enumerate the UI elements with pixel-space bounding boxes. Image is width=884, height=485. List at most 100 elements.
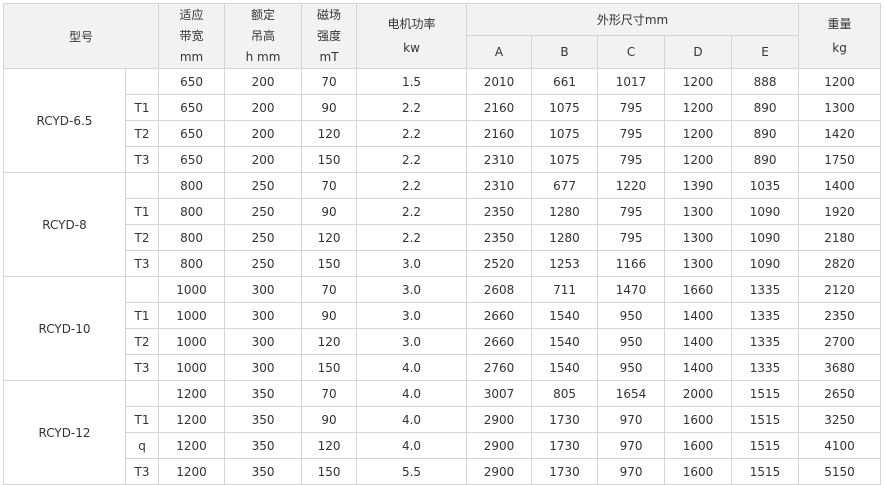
table-row: RCYD-12 1200 350 70 4.0 3007 805 1654 2000 1515 26… xyxy=(3,380,882,485)
header-line: 吊高 xyxy=(251,28,276,43)
header-line: 额定 xyxy=(251,7,276,22)
value-cell: 1540 xyxy=(531,354,599,381)
variant-cell: T2 xyxy=(124,120,160,147)
value-cell: 1400 xyxy=(664,328,733,355)
value-cell: 970 xyxy=(597,458,666,485)
header-dimensions: 外形尺寸mm xyxy=(466,3,800,36)
value-cell: 4.0 xyxy=(356,406,468,433)
value-cell: 250 xyxy=(224,224,303,251)
header-lift-height: 额定 吊高 h mm xyxy=(224,3,303,69)
value-cell: 250 xyxy=(224,198,303,225)
variant-cell: T2 xyxy=(124,328,160,355)
value-cell: 2660 xyxy=(466,328,533,355)
value-cell: 3.0 xyxy=(356,250,468,277)
value-cell: 2180 xyxy=(798,224,882,251)
table-body: RCYD-6.5 650 200 70 1.5 2010 661 1017 1200 888 120… xyxy=(3,68,882,485)
value-cell: 2.2 xyxy=(356,94,468,121)
value-cell: 1035 xyxy=(731,172,800,199)
value-cell: 150 xyxy=(301,354,358,381)
value-cell: 950 xyxy=(597,354,666,381)
value-cell: 1000 xyxy=(158,328,226,355)
value-cell: 3.0 xyxy=(356,276,468,303)
value-cell: 1515 xyxy=(731,432,800,459)
table-row: T1 1200 350 90 4.0 2900 1730 970 1600 1515 3250 xyxy=(4,406,882,433)
value-cell: 250 xyxy=(224,172,303,199)
variant-cell: T3 xyxy=(124,146,160,173)
table-row: T2 800 250 120 2.2 2350 1280 795 1300 1090 2180 xyxy=(4,224,882,251)
value-cell: 2760 xyxy=(466,354,533,381)
value-cell: 1654 xyxy=(597,380,666,407)
value-cell: 4100 xyxy=(798,432,882,459)
value-cell: 250 xyxy=(224,250,303,277)
value-cell: 1200 xyxy=(664,68,733,95)
header-dim-b: B xyxy=(531,35,599,69)
value-cell: 2310 xyxy=(466,146,533,173)
value-cell: 300 xyxy=(224,302,303,329)
value-cell: 3250 xyxy=(798,406,882,433)
table-row: q 1200 350 120 4.0 2900 1730 970 1600 1515 4100 xyxy=(4,432,882,459)
value-cell: 1540 xyxy=(531,302,599,329)
value-cell: 2160 xyxy=(466,120,533,147)
value-cell: 2900 xyxy=(466,432,533,459)
value-cell: 90 xyxy=(301,406,358,433)
table-row: T3 1000 300 150 4.0 2760 1540 950 1400 1335 3680 xyxy=(4,354,882,381)
table-row: T1 800 250 90 2.2 2350 1280 795 1300 1090 1920 xyxy=(4,198,882,225)
variant-cell: T1 xyxy=(124,94,160,121)
table-row: T2 650 200 120 2.2 2160 1075 795 1200 890 1420 xyxy=(4,120,882,147)
value-cell: 711 xyxy=(531,276,599,303)
value-cell: 2.2 xyxy=(356,120,468,147)
value-cell: 800 xyxy=(158,198,226,225)
value-cell: 1220 xyxy=(597,172,666,199)
header-model: 型号 xyxy=(2,3,160,69)
table-row: T3 1200 350 150 5.5 2900 1730 970 1600 1515 5150 xyxy=(4,458,882,485)
model-cell: RCYD-6.5 xyxy=(3,68,126,173)
spec-table: 型号 适应 带宽 mm 额定 吊高 h mm 磁场 强度 mT 电机功率 kw … xyxy=(2,3,882,485)
header-line: 磁场 xyxy=(317,7,342,22)
value-cell: 200 xyxy=(224,94,303,121)
value-cell: 1730 xyxy=(531,406,599,433)
value-cell: 1200 xyxy=(664,120,733,147)
table-row: RCYD-10 1000 300 70 3.0 2608 711 1470 1660 1335 21… xyxy=(3,276,882,381)
value-cell: 70 xyxy=(301,380,358,407)
value-cell: 2310 xyxy=(466,172,533,199)
variant-cell: T3 xyxy=(124,354,160,381)
value-cell: 2608 xyxy=(466,276,533,303)
value-cell: 1400 xyxy=(664,354,733,381)
value-cell: 2.2 xyxy=(356,146,468,173)
value-cell: 1075 xyxy=(531,146,599,173)
value-cell: 150 xyxy=(301,458,358,485)
header-line: 强度 xyxy=(317,28,342,43)
variant-cell: T1 xyxy=(124,198,160,225)
header-line: mm xyxy=(179,49,204,64)
table-row: T3 800 250 150 3.0 2520 1253 1166 1300 1090 2820 xyxy=(4,250,882,277)
value-cell: 350 xyxy=(224,380,303,407)
value-cell: 1750 xyxy=(798,146,882,173)
variant-cell xyxy=(124,172,160,199)
value-cell: 1300 xyxy=(798,94,882,121)
value-cell: 70 xyxy=(301,172,358,199)
value-cell: 200 xyxy=(224,68,303,95)
value-cell: 2700 xyxy=(798,328,882,355)
value-cell: 1660 xyxy=(664,276,733,303)
header-weight: 重量 kg xyxy=(798,3,882,69)
value-cell: 970 xyxy=(597,432,666,459)
value-cell: 2000 xyxy=(664,380,733,407)
value-cell: 650 xyxy=(158,120,226,147)
value-cell: 2350 xyxy=(466,224,533,251)
value-cell: 795 xyxy=(597,94,666,121)
header-line: h mm xyxy=(245,49,281,64)
value-cell: 1600 xyxy=(664,432,733,459)
value-cell: 2120 xyxy=(798,276,882,303)
table-row: T3 650 200 150 2.2 2310 1075 795 1200 890 1750 xyxy=(4,146,882,173)
value-cell: 90 xyxy=(301,94,358,121)
value-cell: 4.0 xyxy=(356,432,468,459)
value-cell: 2900 xyxy=(466,406,533,433)
value-cell: 890 xyxy=(731,120,800,147)
value-cell: 650 xyxy=(158,68,226,95)
value-cell: 2.2 xyxy=(356,224,468,251)
value-cell: 1.5 xyxy=(356,68,468,95)
value-cell: 1335 xyxy=(731,302,800,329)
value-cell: 1400 xyxy=(664,302,733,329)
value-cell: 90 xyxy=(301,302,358,329)
value-cell: 800 xyxy=(158,224,226,251)
